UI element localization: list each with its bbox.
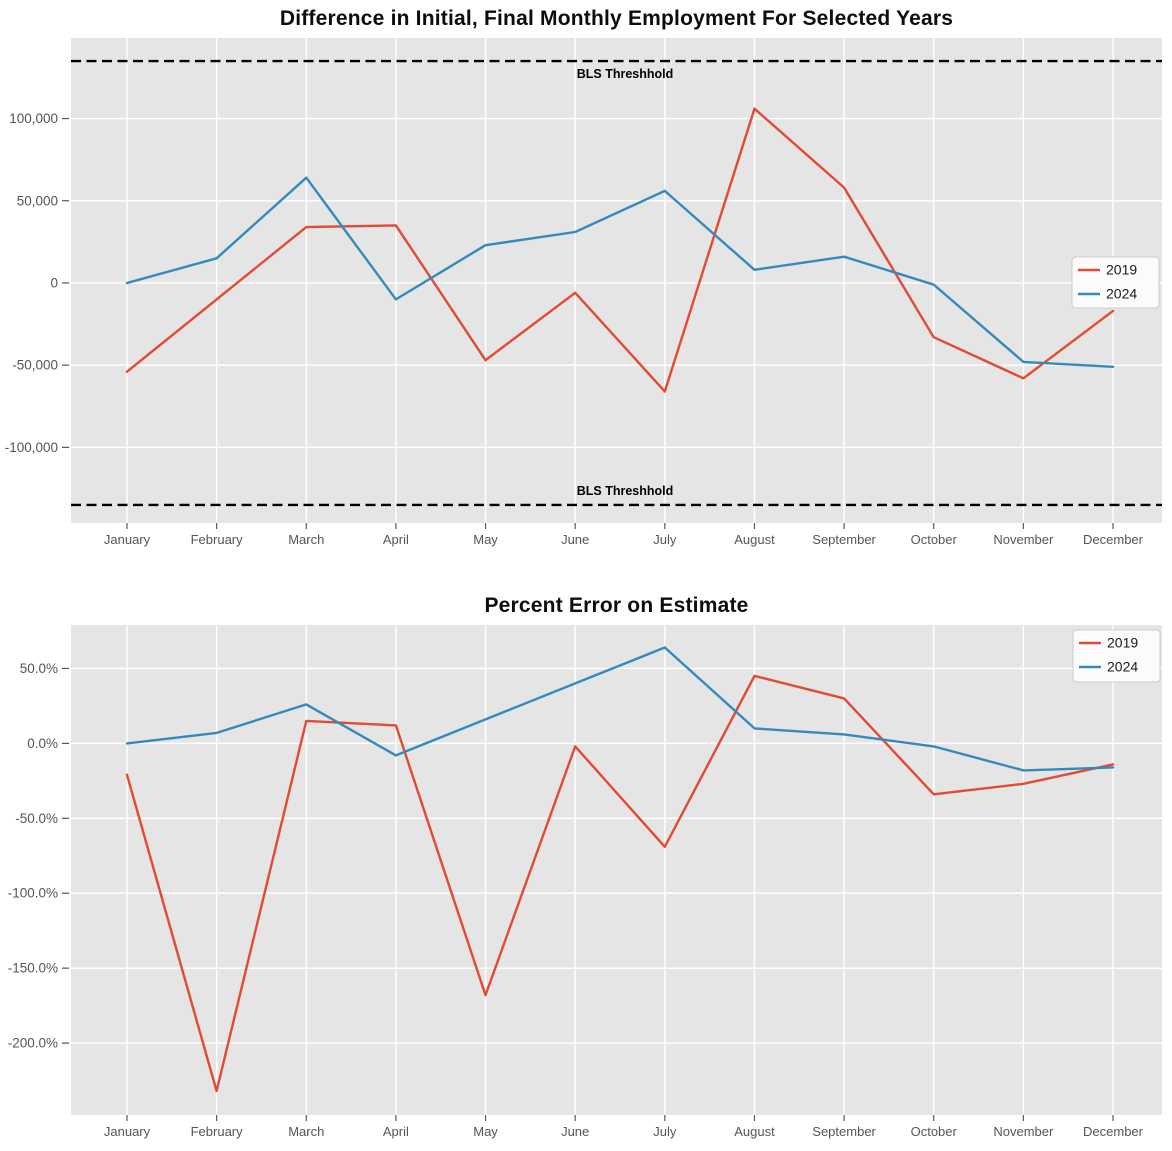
legend-label: 2024	[1107, 659, 1138, 675]
y-tick-label: 0	[50, 275, 58, 290]
legend: 2019 2024	[1071, 256, 1160, 309]
x-tick-label: May	[473, 532, 498, 547]
x-tick-label: April	[383, 532, 409, 547]
percent-error-chart-title: Percent Error on Estimate	[484, 594, 749, 617]
x-tick-label: October	[911, 532, 958, 547]
series-line-2024	[125, 646, 1115, 772]
y-tick-label: -50.0%	[15, 811, 58, 826]
x-axis: January February March April May June July Augu…	[104, 1115, 1144, 1139]
x-tick-label: February	[191, 1124, 244, 1139]
threshold-label: BLS Threshhold	[577, 67, 674, 81]
x-tick-label: March	[288, 532, 324, 547]
x-tick-label: June	[561, 1124, 589, 1139]
plot-area	[71, 38, 1162, 523]
x-tick-label: June	[561, 532, 589, 547]
x-tick-label: August	[734, 532, 775, 547]
y-tick-label: 100,000	[9, 111, 58, 126]
legend-label: 2019	[1107, 635, 1138, 651]
series-line-2024	[125, 176, 1115, 368]
y-axis: 100,000 50,000 0 -50,000 -100,000	[5, 111, 69, 455]
x-tick-label: October	[911, 1124, 958, 1139]
series-line-2019	[125, 674, 1115, 1093]
x-tick-label: March	[288, 1124, 324, 1139]
employment-difference-chart-title: Difference in Initial, Final Monthly Emp…	[279, 7, 954, 30]
y-tick-label: -100.0%	[8, 886, 58, 901]
x-tick-label: February	[191, 532, 244, 547]
y-tick-label: 50.0%	[20, 661, 58, 676]
x-tick-label: April	[383, 1124, 409, 1139]
legend: 2019 2024	[1072, 629, 1161, 683]
chart-1: 50.0% 0.0% -50.0% -100.0% -150.0% -200.0% Janu…	[8, 625, 1162, 1139]
y-tick-label: -100,000	[5, 440, 58, 455]
x-tick-label: January	[104, 1124, 151, 1139]
x-tick-label: December	[1083, 1124, 1144, 1139]
y-tick-label: -50,000	[12, 358, 58, 373]
chart-0: 100,000 50,000 0 -50,000 -100,000 January Febr…	[5, 38, 1162, 547]
x-tick-label: July	[653, 1124, 677, 1139]
legend-label: 2024	[1106, 286, 1137, 302]
x-tick-label: December	[1083, 532, 1144, 547]
x-tick-label: January	[104, 532, 151, 547]
x-axis: January February March April May June July Augu…	[104, 523, 1144, 547]
legend-label: 2019	[1106, 262, 1137, 278]
y-tick-label: -200.0%	[8, 1036, 58, 1051]
x-tick-label: September	[812, 1124, 876, 1139]
x-tick-label: November	[993, 532, 1054, 547]
x-tick-label: August	[734, 1124, 775, 1139]
gridlines	[71, 625, 1162, 1115]
y-tick-label: 50,000	[17, 193, 58, 208]
threshold-label: BLS Threshhold	[577, 484, 674, 498]
x-tick-label: September	[812, 532, 876, 547]
y-axis: 50.0% 0.0% -50.0% -100.0% -150.0% -200.0%	[8, 661, 69, 1051]
gridlines	[71, 38, 1162, 523]
x-tick-label: July	[653, 532, 677, 547]
y-tick-label: -150.0%	[8, 961, 58, 976]
x-tick-label: May	[473, 1124, 498, 1139]
y-tick-label: 0.0%	[27, 736, 58, 751]
plot-area	[71, 625, 1162, 1115]
x-tick-label: November	[993, 1124, 1054, 1139]
series-line-2019	[125, 107, 1115, 393]
